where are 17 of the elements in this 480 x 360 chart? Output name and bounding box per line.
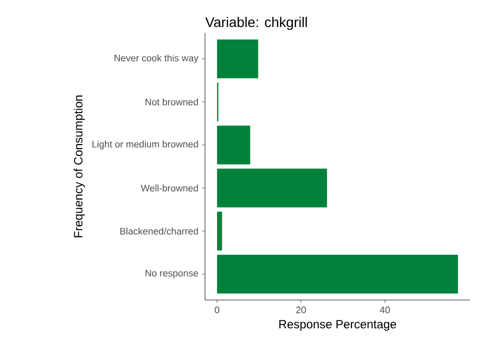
x-axis-title: Response Percentage bbox=[279, 320, 396, 331]
y-tick-label: Not browned bbox=[146, 98, 198, 106]
bar bbox=[217, 126, 250, 164]
y-tick-label: Blackened/charred bbox=[120, 228, 198, 235]
y-tick-label: Never cook this way bbox=[114, 54, 198, 64]
x-tick-label: 0 bbox=[214, 306, 220, 314]
y-tick-label: No response bbox=[146, 270, 198, 278]
bar bbox=[217, 168, 328, 208]
bar bbox=[217, 39, 258, 78]
y-tick-label: Light or medium browned bbox=[92, 140, 198, 150]
x-tick-label: 20 bbox=[296, 306, 306, 314]
x-tick-label: 40 bbox=[380, 306, 390, 314]
chart-title: Variable: chkgrill bbox=[205, 16, 307, 30]
y-axis-title: Frequency of Consumption bbox=[74, 96, 85, 238]
bar bbox=[217, 212, 222, 250]
y-tick-label: Well-browned bbox=[140, 184, 198, 192]
bar bbox=[217, 254, 458, 294]
